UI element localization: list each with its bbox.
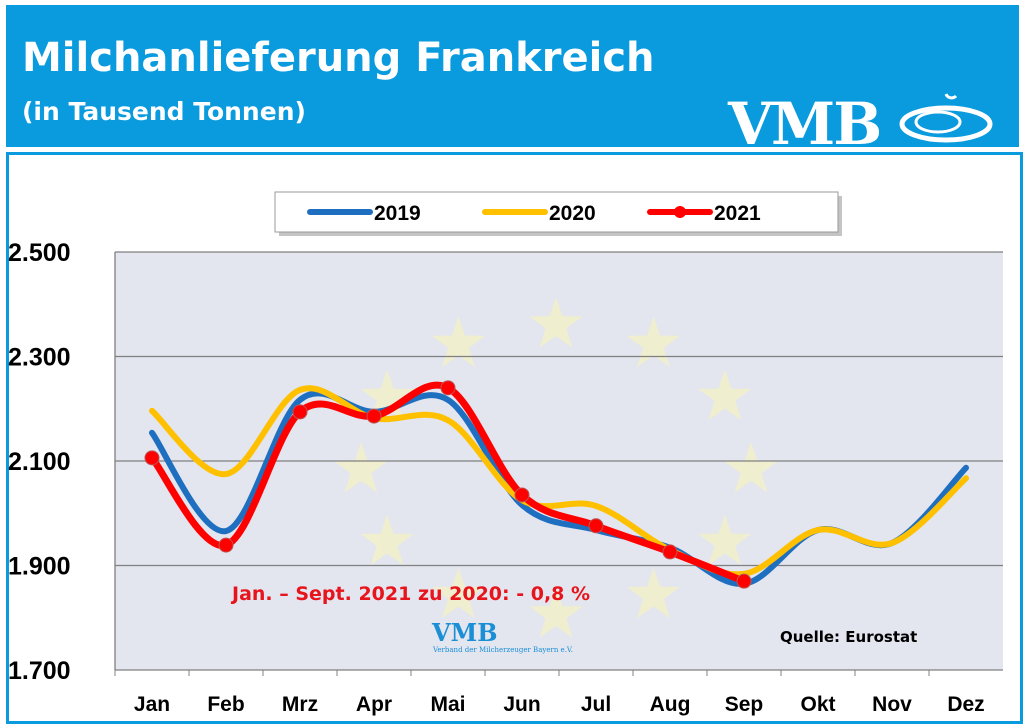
x-tick-label: Sep (725, 693, 764, 716)
vmb-logo-emblem-icon (899, 93, 993, 143)
y-tick-label: 1.900 (8, 553, 71, 581)
x-tick-label: Jul (581, 693, 611, 716)
data-point-2021 (144, 450, 160, 466)
data-point-2021 (440, 380, 456, 396)
watermark-subtext: Verband der Milcherzeuger Bayern e.V. (433, 646, 573, 654)
data-point-2021 (292, 404, 308, 420)
x-tick-label: Okt (800, 693, 835, 716)
legend-label-2019: 2019 (374, 202, 421, 225)
star-icon (431, 316, 486, 368)
star-icon (360, 514, 414, 566)
header-banner: Milchanlieferung Frankreich (in Tausend … (6, 5, 1019, 158)
series-line-2020 (149, 385, 969, 578)
star-icon (431, 567, 486, 619)
series-line-2021 (148, 381, 748, 585)
x-tick-label: Nov (872, 693, 912, 716)
y-tick-label: 2.500 (8, 239, 71, 267)
data-point-2021 (218, 537, 234, 553)
x-tick-label: Jun (503, 693, 540, 716)
y-tick-label: 2.100 (8, 448, 71, 476)
data-point-2021 (662, 544, 678, 560)
y-tick-label: 1.700 (8, 657, 71, 685)
vmb-logo: VMB (728, 90, 993, 158)
star-icon (360, 369, 414, 421)
legend-label-2020: 2020 (549, 202, 596, 225)
eu-stars-watermark (334, 297, 778, 638)
star-icon (626, 567, 681, 619)
star-icon (698, 514, 752, 566)
data-point-2021 (514, 487, 530, 503)
data-point-2021 (588, 518, 604, 534)
chart-title: Milchanlieferung Frankreich (22, 35, 655, 81)
star-icon (626, 316, 681, 368)
star-icon (529, 587, 583, 638)
x-tick-label: Feb (207, 693, 244, 716)
star-icon (334, 442, 388, 493)
x-tick-label: Dez (947, 693, 984, 716)
x-tick-label: Mrz (282, 693, 318, 716)
chart-subtitle: (in Tausend Tonnen) (22, 97, 306, 126)
watermark-logo: VMB (432, 618, 498, 647)
legend-marker-2021 (674, 206, 686, 218)
star-icon (724, 442, 778, 493)
chart-annotation: Jan. – Sept. 2021 zu 2020: - 0,8 % (232, 583, 591, 605)
source-label: Quelle: Eurostat (780, 628, 918, 646)
x-tick-label: Aug (650, 693, 691, 716)
data-point-2021 (736, 573, 752, 589)
star-icon (529, 297, 583, 348)
y-tick-label: 2.300 (8, 344, 71, 372)
star-icon (698, 369, 752, 421)
legend-label-2021: 2021 (714, 202, 761, 225)
x-tick-label: Jan (134, 693, 170, 716)
data-point-2021 (366, 408, 382, 424)
x-tick-label: Apr (356, 693, 392, 716)
x-tick-label: Mai (430, 693, 465, 716)
